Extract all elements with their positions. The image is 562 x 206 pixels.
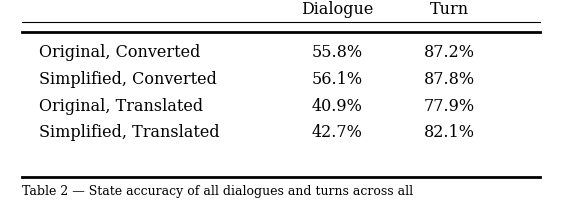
- Text: Original, Translated: Original, Translated: [39, 98, 203, 115]
- Text: Turn: Turn: [430, 1, 469, 18]
- Text: 87.8%: 87.8%: [424, 71, 475, 88]
- Text: Simplified, Translated: Simplified, Translated: [39, 124, 220, 141]
- Text: 40.9%: 40.9%: [312, 98, 362, 115]
- Text: 42.7%: 42.7%: [312, 124, 362, 141]
- Text: 56.1%: 56.1%: [312, 71, 362, 88]
- Text: 77.9%: 77.9%: [424, 98, 475, 115]
- Text: Original, Converted: Original, Converted: [39, 44, 201, 61]
- Text: Table 2 — State accuracy of all dialogues and turns across all: Table 2 — State accuracy of all dialogue…: [22, 185, 414, 198]
- Text: 82.1%: 82.1%: [424, 124, 475, 141]
- Text: Simplified, Converted: Simplified, Converted: [39, 71, 217, 88]
- Text: 55.8%: 55.8%: [312, 44, 362, 61]
- Text: 87.2%: 87.2%: [424, 44, 475, 61]
- Text: Dialogue: Dialogue: [301, 1, 373, 18]
